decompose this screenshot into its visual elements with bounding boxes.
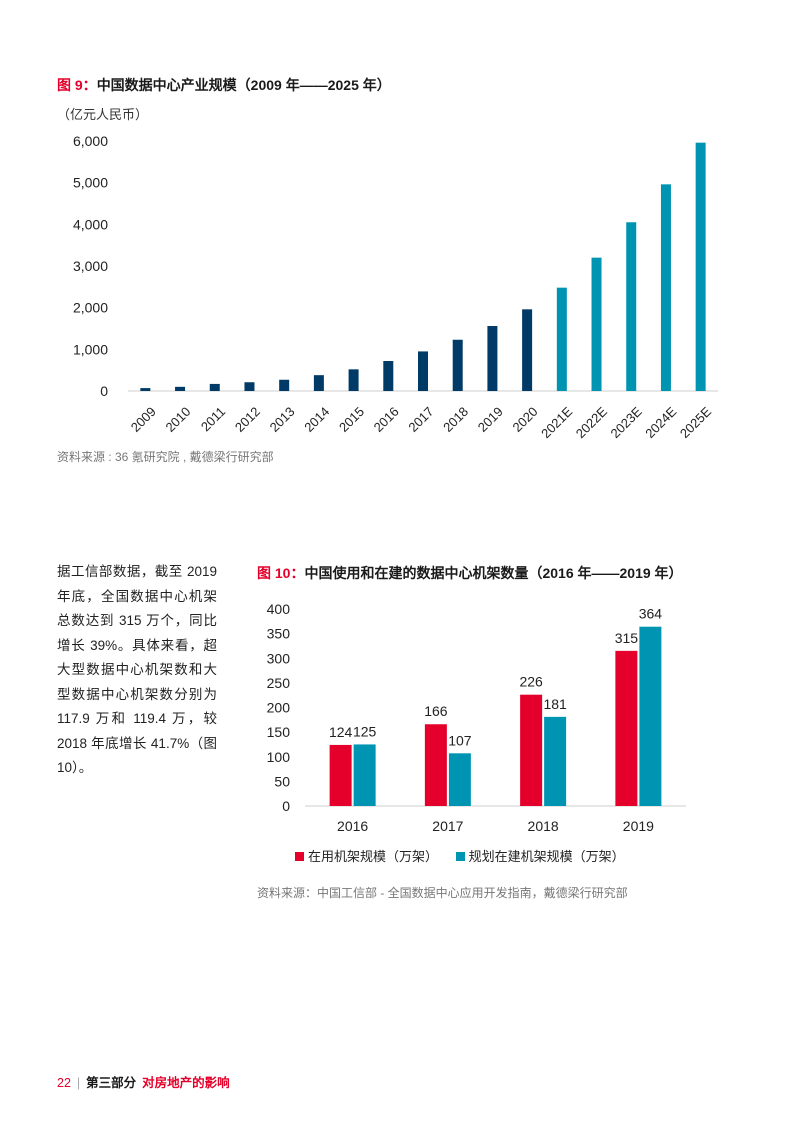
x-tick-label: 2023E [608,404,645,441]
x-tick-label: 2010 [162,404,193,435]
y-tick-label: 250 [267,675,291,691]
data-label: 226 [519,674,543,690]
y-tick-label: 0 [100,383,108,399]
bar-2019-s0 [615,650,638,806]
legend-item-in-use: 在用机架规模（万架） [295,849,438,864]
x-tick-label: 2012 [232,404,263,435]
figure10-title-text: 中国使用和在建的数据中心机架数量（2016 年——2019 年） [304,565,683,581]
bar-2020 [522,309,533,391]
y-tick-label: 2,000 [73,300,108,316]
bar-2016-s0 [329,744,352,806]
x-tick-label: 2022E [573,404,610,441]
figure10-legend: 在用机架规模（万架） 规划在建机架规模（万架） [295,846,639,865]
bar-2016-s1 [353,744,376,806]
figure9-label: 图 9： [57,77,97,93]
data-label: 181 [543,696,567,712]
x-tick-label: 2016 [371,404,402,435]
y-tick-label: 350 [267,626,291,642]
x-tick-label: 2021E [538,404,575,441]
x-tick-label: 2014 [301,404,332,435]
y-tick-label: 6,000 [73,133,108,149]
bar-2021E [556,287,567,391]
bar-2016 [383,361,394,391]
y-tick-label: 400 [267,601,291,617]
legend-swatch-in-use [295,852,304,861]
data-label: 364 [639,606,663,622]
bar-2018 [452,339,463,391]
page-footer: 22 | 第三部分 对房地产的影响 [57,1072,230,1091]
footer-part: 第三部分 [86,1076,137,1090]
y-tick-label: 4,000 [73,216,108,232]
bar-2019 [487,326,498,391]
bar-2022E [591,257,602,391]
bar-2009 [140,388,151,391]
x-tick-label: 2020 [510,404,541,435]
bar-2015 [348,369,359,391]
bar-2023E [626,222,637,391]
data-label: 107 [448,732,472,748]
bar-2012 [244,382,255,391]
y-tick-label: 200 [267,700,291,716]
body-paragraph: 据工信部数据，截至 2019 年底，全国数据中心机架总数达到 315 万个，同比… [57,564,217,775]
x-tick-label: 2017 [405,404,436,435]
x-tick-label: 2024E [642,404,679,441]
figure9-source: 资料来源 : 36 氪研究院 , 戴德梁行研究部 [57,450,274,464]
x-tick-label: 2019 [623,818,654,834]
figure9-title: 图 9：中国数据中心产业规模（2009 年——2025 年） [57,75,391,95]
figure10-title: 图 10：中国使用和在建的数据中心机架数量（2016 年——2019 年） [257,563,683,583]
x-tick-label: 2015 [336,404,367,435]
y-tick-label: 150 [267,724,291,740]
x-tick-label: 2019 [475,404,506,435]
x-tick-label: 2013 [267,404,298,435]
bar-2018-s0 [520,694,543,806]
x-tick-label: 2017 [432,818,463,834]
bar-2018-s1 [544,716,567,806]
x-tick-label: 2018 [528,818,559,834]
page-number: 22 [57,1076,71,1090]
figure9-unit: （亿元人民币） [57,107,149,122]
footer-separator: | [76,1076,81,1090]
y-tick-label: 100 [267,749,291,765]
data-label: 125 [353,723,377,739]
y-tick-label: 3,000 [73,258,108,274]
legend-label-in-use: 在用机架规模（万架） [308,849,439,864]
bar-2014 [313,375,324,391]
legend-swatch-planned [455,852,465,861]
figure10-label: 图 10： [257,565,305,581]
data-label: 124 [329,724,353,740]
chart-figure10: 0 50 100 150 200 250 300 350 400 124 125 2016 166107… [267,601,686,834]
figure9-title-text: 中国数据中心产业规模（2009 年——2025 年） [96,77,391,93]
y-tick-label: 1,000 [73,341,108,357]
y-tick-label: 300 [267,650,291,666]
bar-2017-s0 [424,724,447,806]
bar-2024E [660,184,671,391]
legend-item-planned: 规划在建机架规模（万架） [455,849,625,864]
footer-topic: 对房地产的影响 [142,1076,230,1090]
bar-2011 [209,383,220,391]
y-tick-label: 0 [282,798,290,814]
bar-2017 [418,351,428,391]
data-label: 166 [424,703,448,719]
y-tick-label: 50 [274,773,290,789]
figure10-source: 资料来源：中国工信部 - 全国数据中心应用开发指南，戴德梁行研究部 [257,886,628,900]
x-tick-label: 2009 [128,404,159,435]
bar-2013 [279,379,290,391]
x-tick-label: 2016 [337,818,368,834]
legend-label-planned: 规划在建机架规模（万架） [468,849,625,864]
x-tick-label: 2011 [198,404,228,434]
bar-2025E [695,142,706,391]
data-label: 315 [615,630,639,646]
y-tick-label: 5,000 [73,175,108,191]
x-tick-label: 2025E [677,404,714,441]
bar-2010 [175,386,186,391]
bar-2017-s1 [448,753,471,806]
bar-2019-s1 [639,626,662,806]
x-tick-label: 2018 [440,404,471,435]
